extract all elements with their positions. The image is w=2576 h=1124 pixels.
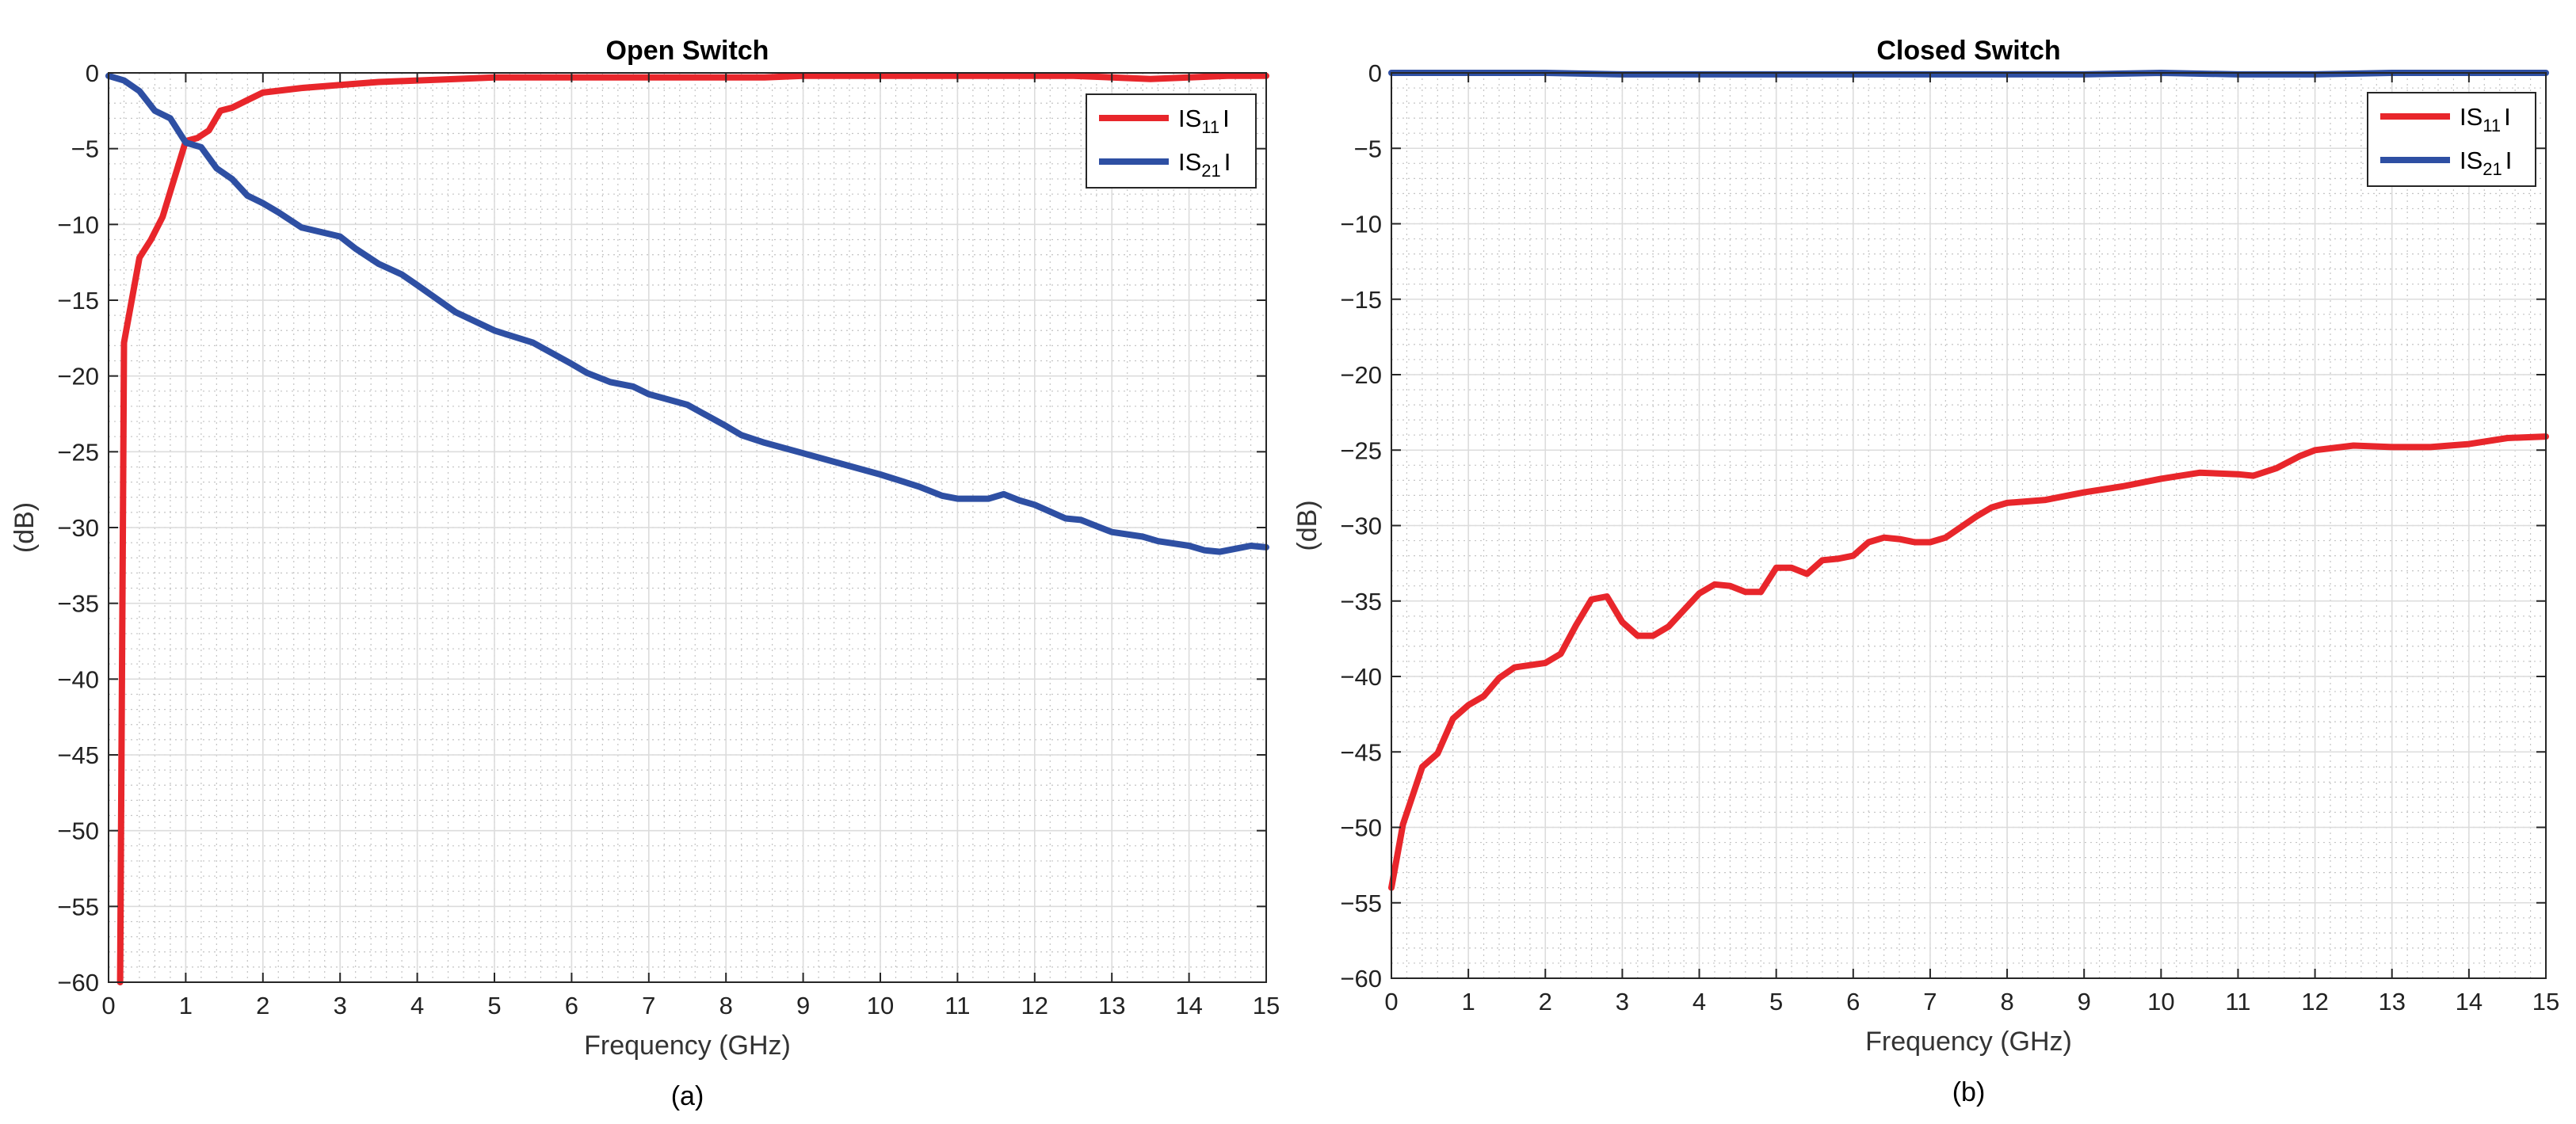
x-tick-label: 7 [1923, 988, 1937, 1015]
x-tick-label: 4 [1693, 988, 1706, 1015]
panel-caption: (b) [1952, 1077, 1986, 1107]
y-tick-label: −60 [57, 969, 99, 996]
x-axis-label: Frequency (GHz) [1865, 1027, 2072, 1057]
x-tick-label: 1 [179, 992, 193, 1019]
x-tick-label: 15 [2532, 988, 2559, 1015]
x-tick-label: 15 [1253, 992, 1280, 1019]
x-tick-label: 5 [1769, 988, 1783, 1015]
y-tick-label: −45 [1340, 738, 1382, 766]
x-tick-label: 10 [2147, 988, 2174, 1015]
y-tick-label: 0 [86, 59, 99, 87]
chart-title: Closed Switch [1876, 36, 2060, 66]
panel-caption: (a) [671, 1081, 704, 1111]
y-tick-label: −45 [57, 741, 99, 769]
legend-entry-label: IS21 I [2460, 147, 2512, 179]
legend: IS11 I IS21 I [1086, 93, 1257, 189]
y-axis-label: (dB) [1292, 500, 1322, 551]
y-tick-label: −5 [1354, 135, 1382, 162]
y-tick-label: −25 [57, 438, 99, 466]
y-tick-label: −50 [1340, 814, 1382, 842]
x-tick-label: 3 [1616, 988, 1629, 1015]
x-tick-label: 0 [1384, 988, 1398, 1015]
x-tick-label: 3 [334, 992, 347, 1019]
x-tick-label: 5 [487, 992, 501, 1019]
y-tick-label: −15 [57, 287, 99, 314]
y-tick-label: −20 [57, 363, 99, 391]
y-tick-label: −20 [1340, 361, 1382, 389]
y-tick-label: −40 [57, 665, 99, 693]
x-tick-label: 2 [256, 992, 269, 1019]
legend-box [2367, 92, 2536, 187]
x-tick-label: 10 [867, 992, 894, 1019]
x-tick-label: 14 [1175, 992, 1202, 1019]
y-tick-label: −35 [1340, 588, 1382, 615]
x-tick-label: 0 [101, 992, 115, 1019]
y-tick-label: −40 [1340, 663, 1382, 691]
x-tick-label: 11 [2225, 988, 2250, 1015]
x-tick-label: 12 [1021, 992, 1048, 1019]
x-tick-label: 11 [945, 992, 970, 1019]
legend-box [1086, 93, 1257, 189]
series-line-s11 [1388, 433, 2549, 891]
y-tick-label: −55 [1340, 890, 1382, 917]
y-tick-label: −5 [71, 135, 99, 163]
y-tick-label: −60 [1340, 965, 1382, 993]
y-tick-label: −15 [1340, 286, 1382, 314]
y-tick-label: −25 [1340, 436, 1382, 464]
tick-marks [1391, 72, 2547, 979]
legend-entry-label: IS21 I [1178, 148, 1231, 181]
legend-entry-label: IS11 I [1178, 105, 1230, 137]
x-tick-label: 9 [796, 992, 810, 1019]
x-tick-label: 6 [1846, 988, 1860, 1015]
x-tick-label: 14 [2456, 988, 2483, 1015]
x-tick-label: 6 [565, 992, 578, 1019]
y-tick-label: −30 [57, 514, 99, 542]
y-tick-label: −35 [57, 590, 99, 618]
x-tick-label: 9 [2078, 988, 2091, 1015]
chart-title: Open Switch [606, 36, 769, 66]
x-tick-label: 13 [2378, 988, 2405, 1015]
tick-marks [108, 72, 1267, 983]
x-tick-label: 4 [410, 992, 424, 1019]
x-tick-label: 2 [1539, 988, 1552, 1015]
chart-panel-1: 0 1 2 3 4 5 6 7 8 9 10 11 12 13 14 150−5−10−15−20−25−30… [10, 36, 1280, 1111]
x-tick-label: 8 [2000, 988, 2013, 1015]
y-tick-label: −10 [1340, 211, 1382, 238]
x-axis-label: Frequency (GHz) [584, 1031, 791, 1061]
y-tick-label: −55 [57, 893, 99, 920]
chart-panel-2: 0 1 2 3 4 5 6 7 8 9 10 11 12 13 14 150−5−10−15−20−25−30… [1292, 36, 2559, 1107]
series-line-s21 [105, 72, 1269, 555]
legend: IS11 I IS21 I [2367, 92, 2536, 187]
y-tick-label: −10 [57, 211, 99, 238]
x-tick-label: 8 [719, 992, 733, 1019]
y-tick-label: 0 [1368, 59, 1382, 87]
legend-entry-label: IS11 I [2460, 103, 2511, 135]
y-tick-label: −50 [57, 817, 99, 845]
y-tick-label: −30 [1340, 512, 1382, 540]
x-tick-label: 7 [642, 992, 655, 1019]
x-tick-label: 1 [1462, 988, 1475, 1015]
x-tick-label: 13 [1098, 992, 1125, 1019]
x-tick-label: 12 [2301, 988, 2328, 1015]
y-axis-label: (dB) [10, 502, 40, 553]
